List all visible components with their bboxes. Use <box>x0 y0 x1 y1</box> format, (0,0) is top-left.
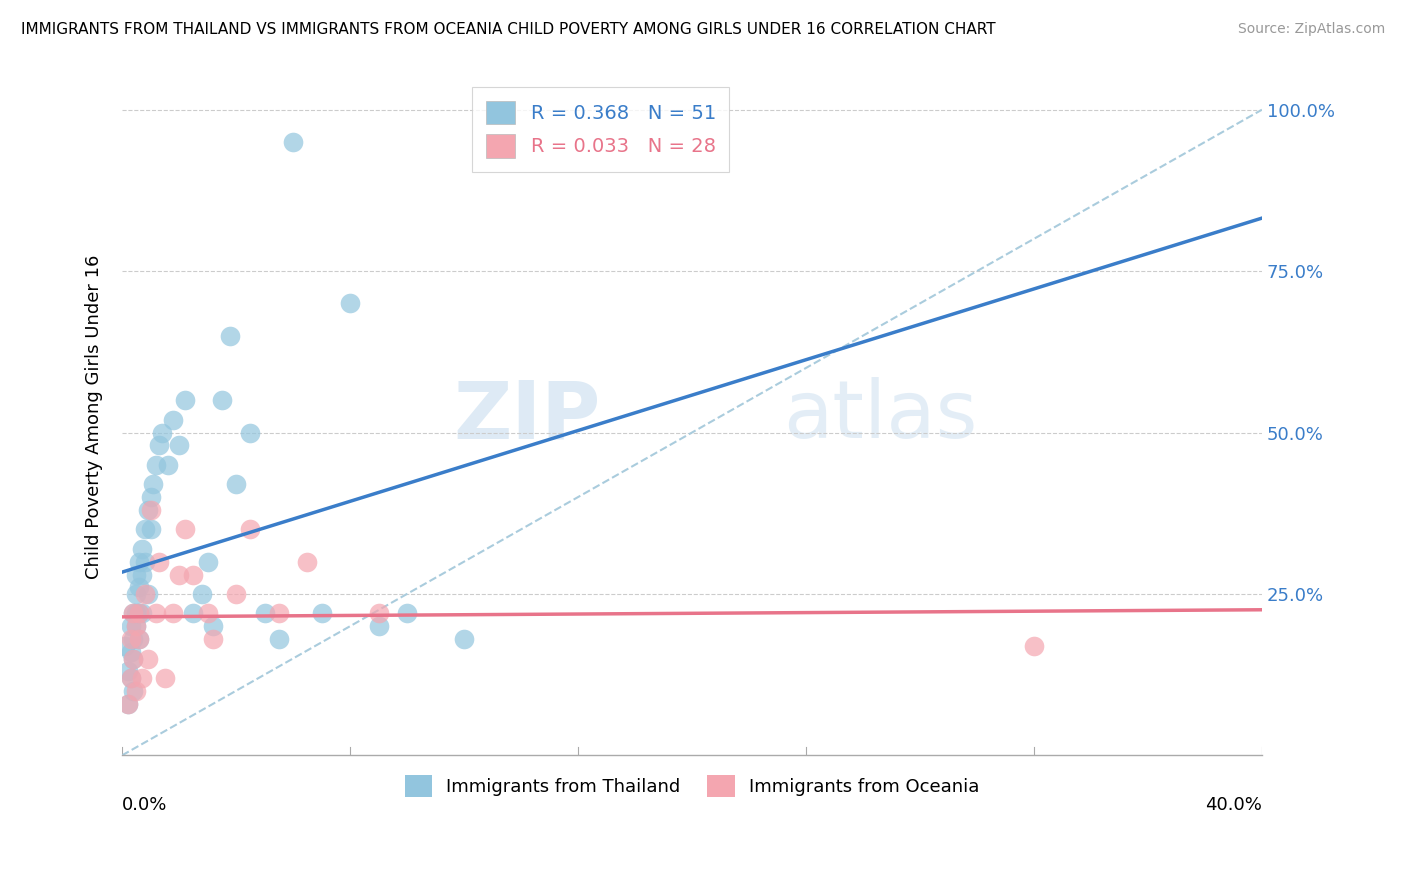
Point <box>122 651 145 665</box>
Point <box>128 607 150 621</box>
Point <box>128 632 150 647</box>
Point <box>139 522 162 536</box>
Point <box>239 522 262 536</box>
Point <box>122 632 145 647</box>
Point <box>253 607 276 621</box>
Point <box>125 587 148 601</box>
Point <box>128 555 150 569</box>
Point <box>120 619 142 633</box>
Point <box>117 697 139 711</box>
Point <box>311 607 333 621</box>
Point <box>117 665 139 679</box>
Point <box>453 632 475 647</box>
Point <box>267 632 290 647</box>
Point <box>131 671 153 685</box>
Point <box>395 607 418 621</box>
Point <box>239 425 262 440</box>
Point <box>297 555 319 569</box>
Point <box>148 438 170 452</box>
Point <box>148 555 170 569</box>
Point <box>167 567 190 582</box>
Point <box>136 587 159 601</box>
Point <box>128 581 150 595</box>
Point <box>162 607 184 621</box>
Point <box>173 522 195 536</box>
Point <box>167 438 190 452</box>
Point <box>125 683 148 698</box>
Point <box>191 587 214 601</box>
Point <box>181 567 204 582</box>
Point <box>181 607 204 621</box>
Point <box>173 393 195 408</box>
Text: atlas: atlas <box>783 377 977 456</box>
Point <box>120 645 142 659</box>
Text: ZIP: ZIP <box>454 377 600 456</box>
Point <box>197 555 219 569</box>
Point <box>225 477 247 491</box>
Text: 0.0%: 0.0% <box>122 796 167 814</box>
Point <box>367 607 389 621</box>
Point <box>136 651 159 665</box>
Point <box>131 541 153 556</box>
Point <box>219 328 242 343</box>
Point <box>202 632 225 647</box>
Point <box>139 503 162 517</box>
Point <box>339 296 361 310</box>
Point <box>139 490 162 504</box>
Point <box>122 651 145 665</box>
Point <box>1022 639 1045 653</box>
Point <box>153 671 176 685</box>
Point <box>131 607 153 621</box>
Point <box>120 671 142 685</box>
Point <box>134 555 156 569</box>
Text: IMMIGRANTS FROM THAILAND VS IMMIGRANTS FROM OCEANIA CHILD POVERTY AMONG GIRLS UN: IMMIGRANTS FROM THAILAND VS IMMIGRANTS F… <box>21 22 995 37</box>
Point <box>211 393 233 408</box>
Point <box>197 607 219 621</box>
Point <box>117 697 139 711</box>
Point <box>136 503 159 517</box>
Point <box>125 619 148 633</box>
Legend: Immigrants from Thailand, Immigrants from Oceania: Immigrants from Thailand, Immigrants fro… <box>398 767 987 804</box>
Point <box>267 607 290 621</box>
Text: 40.0%: 40.0% <box>1205 796 1263 814</box>
Point <box>125 607 148 621</box>
Y-axis label: Child Poverty Among Girls Under 16: Child Poverty Among Girls Under 16 <box>86 254 103 579</box>
Point <box>145 607 167 621</box>
Point <box>122 607 145 621</box>
Point <box>367 619 389 633</box>
Point <box>120 671 142 685</box>
Point <box>134 587 156 601</box>
Point <box>128 607 150 621</box>
Point <box>134 522 156 536</box>
Point <box>162 412 184 426</box>
Point <box>131 567 153 582</box>
Point <box>122 607 145 621</box>
Text: Source: ZipAtlas.com: Source: ZipAtlas.com <box>1237 22 1385 37</box>
Point <box>225 587 247 601</box>
Point <box>122 683 145 698</box>
Point <box>142 477 165 491</box>
Point <box>114 639 136 653</box>
Point <box>120 632 142 647</box>
Point <box>128 632 150 647</box>
Point <box>150 425 173 440</box>
Point <box>202 619 225 633</box>
Point <box>145 458 167 472</box>
Point <box>125 567 148 582</box>
Point <box>281 135 304 149</box>
Point <box>125 619 148 633</box>
Point <box>156 458 179 472</box>
